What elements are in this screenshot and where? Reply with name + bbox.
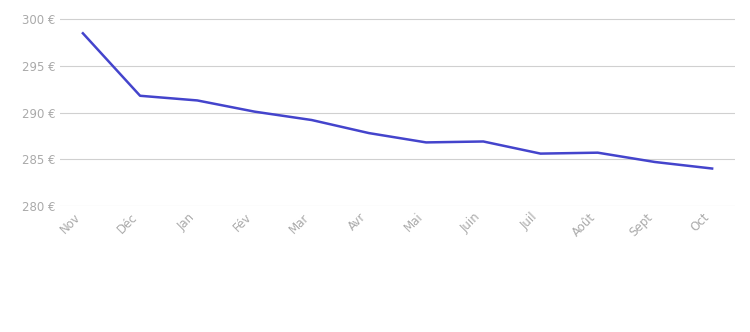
Prix en France	[136, 94, 145, 98]
Line: Prix en France: Prix en France	[83, 33, 712, 169]
Prix en France	[707, 167, 716, 171]
Prix en France	[79, 31, 88, 35]
Prix en France	[422, 140, 430, 144]
Prix en France	[478, 139, 488, 143]
Prix en France	[650, 160, 659, 164]
Prix en France	[308, 118, 316, 122]
Prix en France	[593, 151, 602, 155]
Prix en France	[364, 131, 374, 135]
Prix en France	[536, 152, 545, 156]
Prix en France	[193, 99, 202, 103]
Prix en France	[250, 110, 259, 114]
